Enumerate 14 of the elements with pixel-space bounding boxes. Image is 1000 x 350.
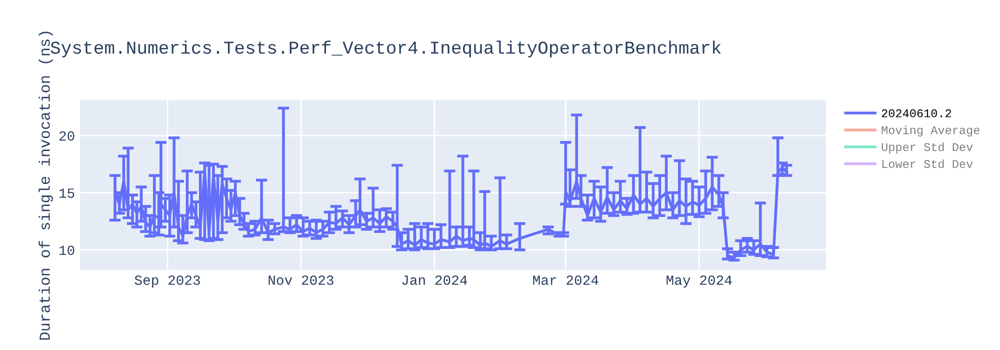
legend-label: Upper Std Dev	[882, 142, 973, 154]
y-tick-label: 15	[59, 188, 74, 198]
x-tick-label: Mar 2024	[533, 275, 598, 285]
y-axis-title: Duration of single invocation (ns)	[38, 32, 53, 340]
legend-label: 20240610.2	[882, 109, 952, 118]
x-tick-label: Jan 2024	[402, 275, 468, 285]
y-tick-label: 20	[59, 131, 74, 141]
legend-label: Moving Average	[882, 126, 980, 137]
chart-title: System.Numerics.Tests.Perf_Vector4.InequalityOperatorBenchmark	[50, 40, 721, 58]
x-tick-label: Sep 2023	[134, 275, 200, 288]
x-tick-label: May 2024	[666, 275, 732, 288]
legend-label: Lower Std Dev	[882, 159, 973, 168]
x-tick-label: Nov 2023	[268, 275, 334, 285]
y-tick-label: 10	[59, 246, 74, 256]
